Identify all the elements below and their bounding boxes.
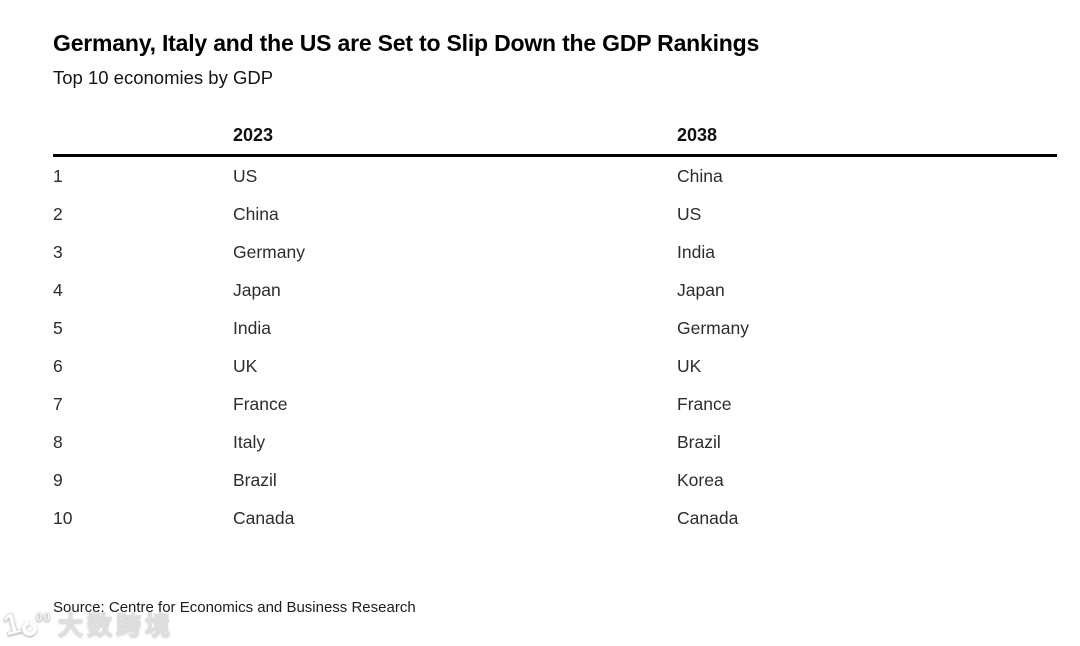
chart-subtitle: Top 10 economies by GDP (53, 67, 274, 88)
cell-2023: US (233, 165, 258, 186)
cell-2038: US (677, 203, 702, 224)
cell-2038: China (677, 165, 723, 186)
cell-rank: 9 (53, 469, 63, 490)
cell-rank: 10 (53, 507, 73, 528)
header-cell-2023: 2023 (233, 124, 274, 145)
table-row: 10 Canada Canada (53, 499, 1057, 537)
cell-rank: 5 (53, 317, 63, 338)
table-row: 1 US China (53, 157, 1057, 195)
table-body: 1 US China 2 China US 3 Germany India 4 Japan Japan… (53, 157, 1057, 537)
chart-title: Germany, Italy and the US are Set to Sli… (53, 30, 760, 56)
cell-2038: Japan (677, 279, 725, 300)
header-rule (53, 154, 1057, 157)
header-cell-2038: 2038 (677, 124, 718, 145)
table-header-row: 2023 2038 (53, 116, 1057, 154)
table-row: 2 China US (53, 195, 1057, 233)
table-row: 5 India Germany (53, 309, 1057, 347)
cell-2023: Japan (233, 279, 281, 300)
table-row: 9 Brazil Korea (53, 461, 1057, 499)
cell-2023: Canada (233, 507, 295, 528)
cell-2038: Korea (677, 469, 724, 490)
cell-2038: UK (677, 355, 702, 376)
table-row: 8 Italy Brazil (53, 423, 1057, 461)
cell-rank: 6 (53, 355, 63, 376)
cell-2038: Brazil (677, 431, 721, 452)
cell-rank: 2 (53, 203, 63, 224)
table-row: 6 UK UK (53, 347, 1057, 385)
cell-2023: Germany (233, 241, 305, 262)
source-note: Source: Centre for Economics and Busines… (53, 599, 416, 616)
cell-2038: India (677, 241, 715, 262)
table-row: 7 France France (53, 385, 1057, 423)
cell-2038: Germany (677, 317, 749, 338)
cell-rank: 4 (53, 279, 63, 300)
cell-2023: Brazil (233, 469, 277, 490)
cell-rank: 8 (53, 431, 63, 452)
cell-2023: Italy (233, 431, 266, 452)
watermark-logo-icon: 1 00 (0, 606, 52, 643)
gdp-ranking-table: 2023 2038 1 US China 2 China US 3 Germany India 4… (53, 116, 1057, 537)
cell-2038: France (677, 393, 732, 414)
cell-2023: UK (233, 355, 258, 376)
cell-2023: France (233, 393, 288, 414)
table-row: 3 Germany India (53, 233, 1057, 271)
cell-2023: India (233, 317, 271, 338)
watermark-ring-icon (18, 617, 40, 640)
cell-rank: 1 (53, 165, 63, 186)
cell-rank: 7 (53, 393, 63, 414)
cell-2038: Canada (677, 507, 739, 528)
cell-rank: 3 (53, 241, 63, 262)
table-row: 4 Japan Japan (53, 271, 1057, 309)
cell-2023: China (233, 203, 279, 224)
